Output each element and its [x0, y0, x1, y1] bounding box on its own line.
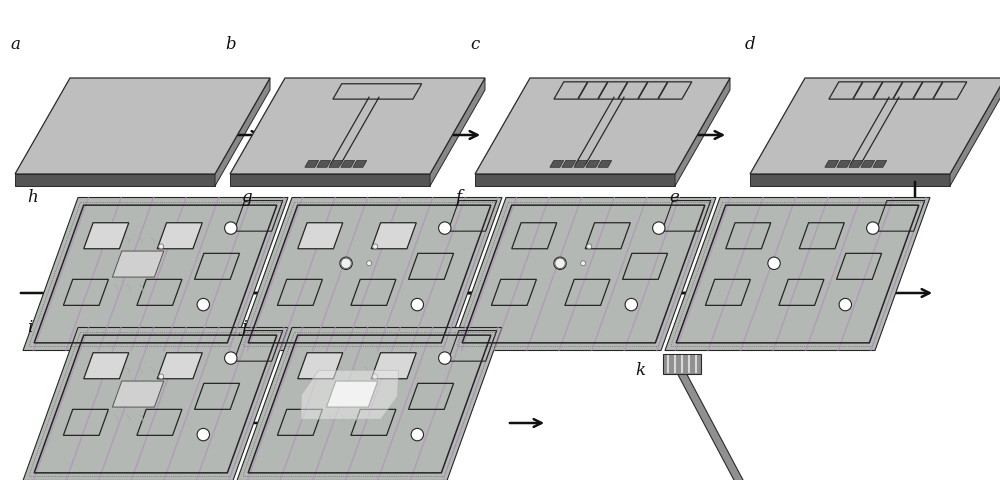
Circle shape: [555, 258, 565, 268]
Text: c: c: [470, 36, 479, 53]
Text: d: d: [745, 36, 756, 53]
Circle shape: [153, 391, 158, 396]
Text: j: j: [241, 320, 246, 336]
Circle shape: [197, 299, 209, 311]
Circle shape: [768, 257, 780, 269]
Circle shape: [126, 387, 138, 399]
Polygon shape: [317, 160, 331, 167]
Polygon shape: [84, 353, 129, 379]
Polygon shape: [353, 160, 367, 167]
Polygon shape: [341, 160, 355, 167]
Text: f: f: [455, 190, 461, 206]
Polygon shape: [430, 78, 485, 186]
Polygon shape: [451, 197, 716, 350]
Text: i: i: [27, 320, 32, 336]
Circle shape: [126, 257, 138, 269]
Circle shape: [340, 387, 352, 399]
Text: k: k: [635, 362, 645, 379]
Polygon shape: [665, 197, 930, 350]
Circle shape: [581, 261, 586, 266]
Polygon shape: [825, 160, 839, 167]
Polygon shape: [15, 174, 215, 186]
Polygon shape: [873, 160, 887, 167]
Circle shape: [653, 222, 665, 234]
Polygon shape: [837, 160, 851, 167]
Polygon shape: [15, 78, 270, 174]
Polygon shape: [305, 160, 319, 167]
Polygon shape: [676, 368, 756, 480]
Circle shape: [341, 388, 351, 398]
Polygon shape: [371, 223, 416, 249]
Circle shape: [411, 428, 424, 441]
Polygon shape: [849, 160, 863, 167]
Circle shape: [127, 258, 137, 268]
Circle shape: [367, 261, 372, 266]
Text: g: g: [241, 190, 252, 206]
Polygon shape: [574, 160, 588, 167]
Polygon shape: [550, 160, 564, 167]
Polygon shape: [586, 160, 600, 167]
Circle shape: [225, 352, 237, 364]
Polygon shape: [157, 223, 202, 249]
Polygon shape: [675, 78, 730, 186]
Polygon shape: [861, 160, 875, 167]
Polygon shape: [298, 223, 343, 249]
Circle shape: [839, 299, 852, 311]
Polygon shape: [112, 381, 164, 407]
Polygon shape: [371, 353, 416, 379]
Polygon shape: [329, 160, 343, 167]
Polygon shape: [663, 354, 701, 374]
Circle shape: [373, 244, 378, 249]
Polygon shape: [475, 78, 730, 174]
Polygon shape: [23, 197, 288, 350]
Text: h: h: [27, 190, 38, 206]
Circle shape: [159, 244, 164, 249]
Polygon shape: [750, 78, 1000, 174]
Polygon shape: [237, 327, 502, 480]
Text: b: b: [225, 36, 236, 53]
Circle shape: [867, 222, 879, 234]
Circle shape: [341, 258, 351, 268]
Circle shape: [587, 244, 592, 249]
Polygon shape: [475, 174, 675, 186]
Polygon shape: [112, 251, 164, 277]
Text: a: a: [10, 36, 20, 53]
Polygon shape: [230, 78, 485, 174]
Circle shape: [197, 428, 209, 441]
Circle shape: [225, 222, 237, 234]
Polygon shape: [237, 197, 502, 350]
Polygon shape: [230, 174, 430, 186]
Polygon shape: [215, 78, 270, 186]
Text: e: e: [669, 190, 679, 206]
Polygon shape: [298, 353, 343, 379]
Polygon shape: [84, 223, 129, 249]
Circle shape: [411, 299, 424, 311]
Circle shape: [340, 257, 352, 269]
Polygon shape: [157, 353, 202, 379]
Polygon shape: [750, 174, 950, 186]
Polygon shape: [562, 160, 576, 167]
Circle shape: [159, 374, 164, 379]
Circle shape: [367, 391, 372, 396]
Circle shape: [373, 374, 378, 379]
Circle shape: [439, 222, 451, 234]
Polygon shape: [598, 160, 612, 167]
Polygon shape: [950, 78, 1000, 186]
Circle shape: [127, 388, 137, 398]
Polygon shape: [301, 371, 398, 420]
Circle shape: [153, 261, 158, 266]
Circle shape: [625, 299, 638, 311]
Circle shape: [439, 352, 451, 364]
Circle shape: [554, 257, 566, 269]
Polygon shape: [326, 381, 378, 407]
Polygon shape: [23, 327, 288, 480]
